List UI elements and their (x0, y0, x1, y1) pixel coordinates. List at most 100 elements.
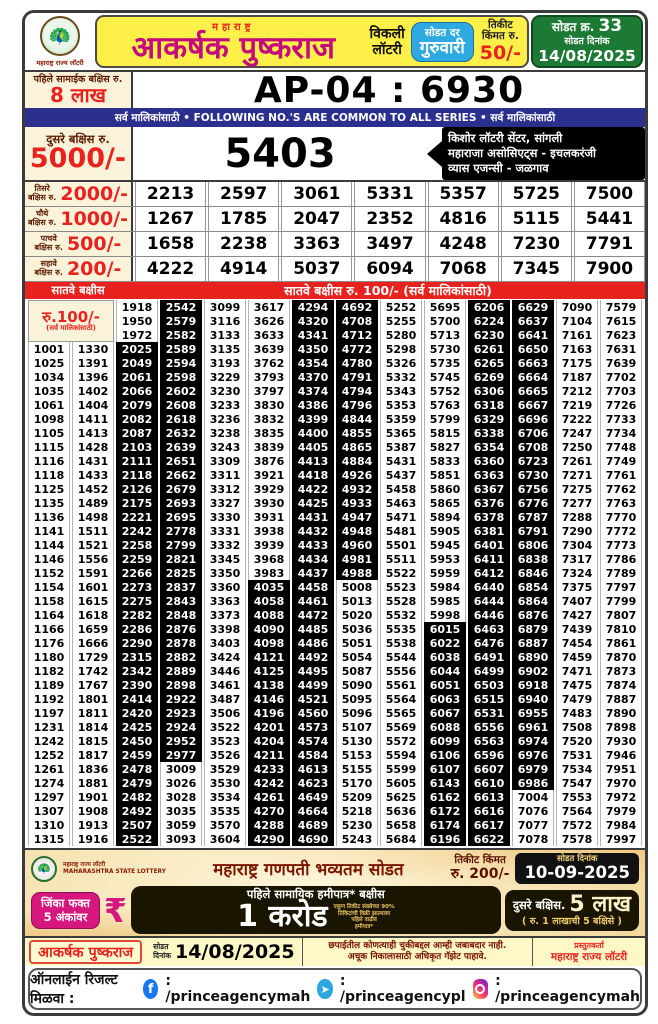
seventh-number-cell: 7898 (600, 720, 642, 734)
seventh-number-cell: 5020 (336, 608, 378, 622)
seventh-number-cell: 5695 (424, 300, 466, 314)
seventh-number-cell: 4486 (292, 636, 334, 650)
seventh-number-cell: 3529 (204, 762, 246, 776)
seventh-number-cell: 1601 (72, 580, 114, 594)
seventh-number-cell: 4320 (292, 314, 334, 328)
seventh-number-cell: 6503 (468, 678, 510, 692)
seventh-number-cell: 6401 (468, 538, 510, 552)
seventh-number-cell: 6224 (468, 314, 510, 328)
seventh-number-cell: 3373 (204, 608, 246, 622)
promo-first-prize-amount: 1 करोड (237, 899, 328, 935)
seventh-number-cell: 3093 (160, 832, 202, 846)
promo-second-prize-note: ( रु. 1 लाखाची 5 बक्षिसे ) (522, 916, 622, 928)
seventh-number-cell: 1521 (72, 538, 114, 552)
seventh-number-cell: 4437 (292, 566, 334, 580)
promo-first-prize-label: पहिले सामायिक हमीपात्र* बक्षीस (246, 887, 385, 902)
seventh-number-cell: 3530 (204, 776, 246, 790)
seventh-number-cell: 3968 (248, 552, 290, 566)
seventh-number-cell: 5458 (380, 482, 422, 496)
seventh-number-cell: 2414 (116, 692, 158, 706)
second-prize-label-cell: दुसरे बक्षिस रु. 5000/- (25, 127, 133, 180)
seventh-number-cell: 7770 (600, 510, 642, 524)
seventh-number-cell: 7748 (600, 440, 642, 454)
seventh-number-cell: 7564 (556, 804, 598, 818)
agent-line: किशोर लॉटरी सेंटर, सांगली (448, 131, 563, 146)
seventh-number-cell: 2482 (116, 790, 158, 804)
seventh-number-cell: 3830 (248, 398, 290, 412)
prize-number-cell: 1658 (135, 232, 207, 256)
seventh-number-cell: 1146 (28, 552, 70, 566)
seventh-number-cell: 5243 (336, 832, 378, 846)
seventh-number-cell: 6708 (512, 440, 554, 454)
seventh-number-cell: 6338 (468, 426, 510, 440)
seventh-number-cell: 4708 (336, 314, 378, 328)
footer-draw-date-label-2: दिनांक (153, 951, 171, 960)
title-column: महाराष्ट्र आकर्षक पुष्कराज (103, 19, 364, 64)
seventh-number-cell: 5130 (336, 734, 378, 748)
seventh-number-cell: 1158 (28, 594, 70, 608)
social-strip: ऑनलाईन रिजल्ट मिळवा : f : /princeagencym… (28, 968, 642, 1010)
seventh-number-cell: 2693 (160, 496, 202, 510)
first-prize-number: AP-04 : 6930 (253, 69, 525, 111)
seventh-number-cell: 3534 (204, 790, 246, 804)
seventh-number-cell: 5564 (380, 692, 422, 706)
seventh-number-cell: 5894 (424, 510, 466, 524)
footer-presenter: प्रस्तुतकर्ता महाराष्ट्र राज्य लॉटरी (533, 938, 645, 966)
seventh-number-cell: 7187 (556, 370, 598, 384)
seventh-number-cell: 3793 (248, 370, 290, 384)
seventh-number-cell: 6329 (468, 412, 510, 426)
seventh-number-cell: 7275 (556, 482, 598, 496)
seventh-number-cell: 5332 (380, 370, 422, 384)
seventh-number-cell: 6172 (424, 804, 466, 818)
seventh-number-cell: 5523 (380, 580, 422, 594)
seventh-number-cell: 2049 (116, 356, 158, 370)
seventh-number-cell: 5230 (336, 818, 378, 832)
seventh-number-cell: 4146 (248, 692, 290, 706)
seventh-number-cell: 7483 (556, 706, 598, 720)
seventh-number-cell: 3983 (248, 566, 290, 580)
telegram-handle: : /princeagencypl (339, 973, 466, 1005)
seventh-number-cell: 6616 (468, 804, 510, 818)
seventh-number-cell: 7749 (600, 454, 642, 468)
seventh-number-cell: 7288 (556, 510, 598, 524)
seventh-number-cell: 3236 (204, 412, 246, 426)
seventh-number-cell: 7161 (556, 328, 598, 342)
seventh-number-cell: 6667 (512, 398, 554, 412)
seventh-number-cell: 1180 (28, 650, 70, 664)
first-prize-row: पहिले सामाईक बक्षिस रु. 8 लाख AP-04 : 69… (25, 69, 645, 111)
seventh-number-cell: 6378 (468, 510, 510, 524)
seventh-grid: रु.100/- (सर्व मालिकांसाठी) 1918 2542 3099… (25, 299, 645, 848)
seventh-number-cell: 5095 (336, 692, 378, 706)
seventh-number-cell: 6665 (512, 384, 554, 398)
seventh-number-cell: 7631 (600, 342, 642, 356)
seventh-number-cell: 6961 (512, 720, 554, 734)
seventh-number-cell: 4664 (292, 804, 334, 818)
promo-note-line: हमीपात्र* (354, 924, 374, 931)
seventh-number-cell: 4960 (336, 538, 378, 552)
prize-number-cell: 5037 (281, 257, 353, 281)
seventh-number-cell: 4196 (248, 706, 290, 720)
seventh-number-cell: 1391 (72, 356, 114, 370)
seventh-number-cell: 3028 (160, 790, 202, 804)
seventh-number-cell: 5569 (380, 720, 422, 734)
seventh-number-cell: 5036 (336, 622, 378, 636)
seventh-number-cell: 1197 (28, 706, 70, 720)
seventh-number-cell: 7807 (600, 608, 642, 622)
seventh-number-cell: 6476 (468, 636, 510, 650)
footer-draw-date-label-1: सोडत (153, 942, 169, 952)
prize-number-cell: 2597 (208, 182, 280, 206)
seventh-number-cell: 6230 (468, 328, 510, 342)
seventh-number-cell: 5998 (424, 608, 466, 622)
seventh-number-cell: 5107 (336, 720, 378, 734)
promo-second-prize-label: दुसरे बक्षिस. (512, 897, 566, 912)
seventh-number-cell: 6022 (424, 636, 466, 650)
seventh-number-cell: 3535 (204, 804, 246, 818)
seventh-number-cell: 3193 (204, 356, 246, 370)
seventh-number-cell: 5700 (424, 314, 466, 328)
seventh-number-cell: 7212 (556, 384, 598, 398)
seventh-number-cell: 4088 (248, 608, 290, 622)
prize-number-cell: 1785 (208, 207, 280, 231)
seventh-number-cell: 5528 (380, 594, 422, 608)
seventh-number-cell: 4884 (336, 454, 378, 468)
prize-number-cell: 3497 (354, 232, 426, 256)
